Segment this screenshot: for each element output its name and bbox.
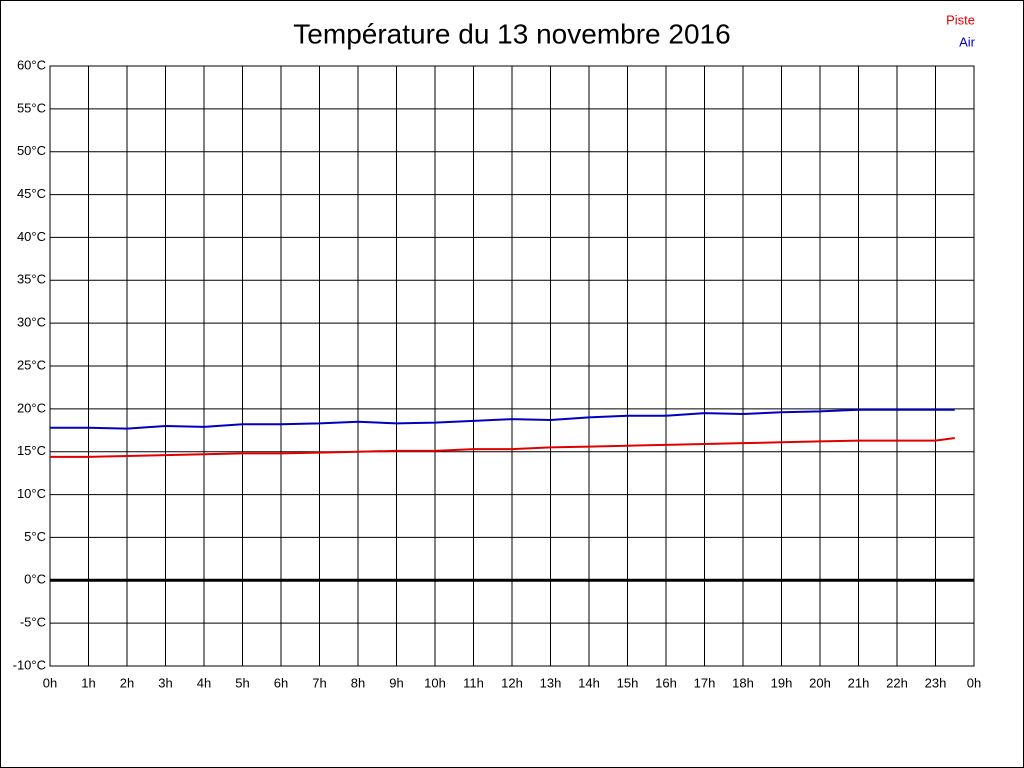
- chart-title: Température du 13 novembre 2016: [293, 18, 730, 49]
- x-tick-label: 4h: [197, 675, 211, 690]
- legend-entry: Piste: [946, 12, 975, 27]
- x-tick-label: 14h: [578, 675, 600, 690]
- x-tick-label: 21h: [848, 675, 870, 690]
- y-tick-label: 60°C: [17, 57, 46, 72]
- y-tick-label: -10°C: [13, 657, 46, 672]
- x-tick-label: 15h: [617, 675, 639, 690]
- x-tick-label: 2h: [120, 675, 134, 690]
- x-tick-label: 5h: [235, 675, 249, 690]
- x-tick-label: 17h: [694, 675, 716, 690]
- x-tick-label: 7h: [312, 675, 326, 690]
- line: [50, 437, 955, 458]
- y-tick-label: 55°C: [17, 100, 46, 115]
- x-tick-label: 22h: [886, 675, 908, 690]
- y-tick-label: 30°C: [17, 315, 46, 330]
- y-tick-label: 15°C: [17, 443, 46, 458]
- x-tick-label: 20h: [809, 675, 831, 690]
- x-tick-label: 0h: [967, 675, 981, 690]
- x-tick-label: 0h: [43, 675, 57, 690]
- x-tick-label: 23h: [925, 675, 947, 690]
- x-tick-label: 6h: [274, 675, 288, 690]
- y-tick-label: 40°C: [17, 229, 46, 244]
- legend-entry: Air: [959, 34, 976, 49]
- x-tick-label: 9h: [389, 675, 403, 690]
- x-tick-label: 1h: [81, 675, 95, 690]
- y-tick-label: 5°C: [24, 529, 46, 544]
- y-tick-label: 50°C: [17, 143, 46, 158]
- y-tick-label: 0°C: [24, 572, 46, 587]
- y-tick-label: 10°C: [17, 486, 46, 501]
- x-tick-label: 8h: [351, 675, 365, 690]
- x-tick-label: 11h: [463, 675, 484, 690]
- y-tick-label: 35°C: [17, 272, 46, 287]
- x-tick-label: 10h: [424, 675, 446, 690]
- x-tick-label: 12h: [501, 675, 523, 690]
- y-tick-label: -5°C: [20, 615, 46, 630]
- line: [50, 408, 955, 430]
- x-tick-label: 18h: [732, 675, 754, 690]
- y-tick-label: 25°C: [17, 357, 46, 372]
- y-tick-label: 20°C: [17, 400, 46, 415]
- x-tick-label: 13h: [540, 675, 562, 690]
- x-tick-label: 3h: [158, 675, 172, 690]
- x-tick-label: 16h: [655, 675, 677, 690]
- y-tick-label: 45°C: [17, 186, 46, 201]
- x-tick-label: 19h: [771, 675, 793, 690]
